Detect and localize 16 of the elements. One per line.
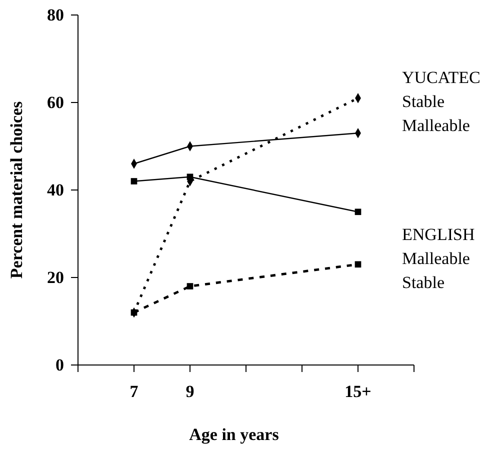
annotation: ENGLISH: [402, 225, 475, 244]
text: Stable: [402, 92, 444, 111]
y-tick-label: 40: [47, 180, 64, 200]
text: Malleable: [402, 249, 470, 268]
annotation: YUCATEC: [402, 68, 480, 87]
y-axis-title: Percent material choices: [7, 101, 26, 279]
y-tick-label: 60: [47, 92, 64, 112]
x-tick-label: 7: [130, 382, 139, 401]
text: Malleable: [402, 116, 470, 135]
x-tick-label: 9: [186, 382, 194, 401]
y-tick-label: 0: [56, 355, 64, 374]
x-tick-label: 15+: [344, 382, 372, 401]
y-tick-label: 20: [47, 268, 64, 287]
y-tick-label: 80: [47, 5, 64, 24]
x-axis-title: Age in years: [189, 425, 280, 444]
text: Stable: [402, 273, 444, 292]
